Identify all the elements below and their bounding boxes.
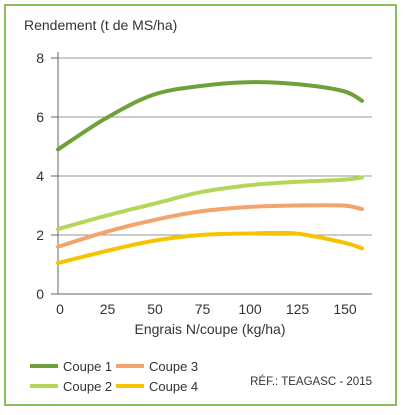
- legend-label-coupe-2: Coupe 2: [63, 379, 112, 394]
- x-tick-label-75: 75: [195, 301, 211, 317]
- x-tick-label-25: 25: [100, 301, 116, 317]
- x-tick-label-125: 125: [286, 301, 310, 317]
- x-tick-label-50: 50: [147, 301, 163, 317]
- y-tick-label-8: 8: [36, 50, 44, 66]
- y-axis-title: Rendement (t de MS/ha): [24, 17, 177, 33]
- x-tick-label-100: 100: [238, 301, 262, 317]
- series-line-coupe-1: [56, 80, 364, 152]
- y-tick-label-2: 2: [36, 227, 44, 243]
- legend-label-coupe-3: Coupe 3: [149, 359, 198, 374]
- series-line-coupe-2: [56, 175, 364, 232]
- x-axis-title: Engrais N/coupe (kg/ha): [135, 321, 286, 337]
- legend-label-coupe-4: Coupe 4: [149, 379, 198, 394]
- source-reference: RÉF.: TEAGASC - 2015: [250, 375, 372, 388]
- series-line-coupe-3: [56, 203, 364, 249]
- y-tick-label-6: 6: [36, 109, 44, 125]
- x-tick-label-0: 0: [56, 301, 64, 317]
- y-tick-label-4: 4: [36, 168, 44, 184]
- y-tick-label-0: 0: [36, 286, 44, 302]
- legend-label-coupe-1: Coupe 1: [63, 359, 112, 374]
- series-line-coupe-4: [56, 230, 364, 265]
- x-tick-label-150: 150: [333, 301, 357, 317]
